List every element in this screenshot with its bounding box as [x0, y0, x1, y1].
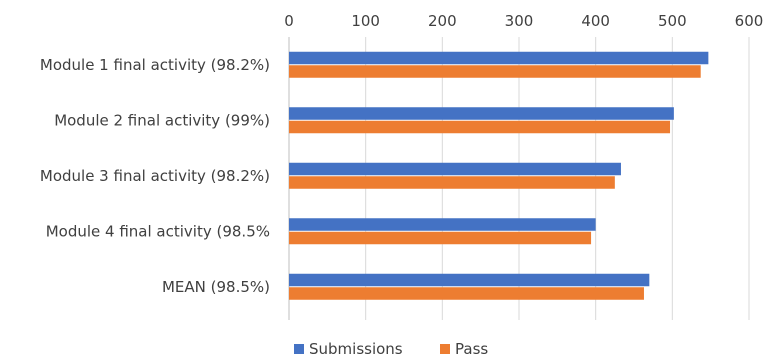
category-label: Module 2 final activity (99%): [54, 111, 270, 129]
x-tick-label: 0: [284, 12, 294, 30]
legend-label: Submissions: [309, 340, 403, 358]
x-axis-ticks: 0 100 200 300 400 500 600: [284, 12, 763, 30]
legend: Submissions Pass: [294, 340, 488, 358]
bar-pass: [289, 120, 671, 134]
bar-submissions: [289, 273, 650, 287]
bars: [289, 51, 709, 300]
x-tick-label: 200: [428, 12, 457, 30]
legend-swatch: [440, 344, 450, 354]
x-tick-label: 600: [735, 12, 764, 30]
x-tick-label: 300: [505, 12, 534, 30]
bar-pass: [289, 65, 701, 78]
bar-pass: [289, 231, 592, 245]
bar-submissions: [289, 162, 621, 176]
category-label: Module 3 final activity (98.2%): [40, 167, 270, 185]
bar-pass: [289, 287, 644, 300]
bar-submissions: [289, 107, 674, 120]
category-label: Module 4 final activity (98.5%: [46, 222, 270, 240]
bar-submissions: [289, 51, 709, 65]
category-labels: Module 1 final activity (98.2%) Module 2 …: [40, 56, 270, 296]
category-label: Module 1 final activity (98.2%): [40, 56, 270, 74]
x-tick-label: 500: [658, 12, 687, 30]
x-tick-label: 100: [351, 12, 380, 30]
legend-swatch: [294, 344, 304, 354]
bar-submissions: [289, 218, 596, 231]
category-label: MEAN (98.5%): [162, 278, 270, 296]
bar-pass: [289, 176, 615, 189]
x-tick-label: 400: [581, 12, 610, 30]
legend-label: Pass: [455, 340, 488, 358]
